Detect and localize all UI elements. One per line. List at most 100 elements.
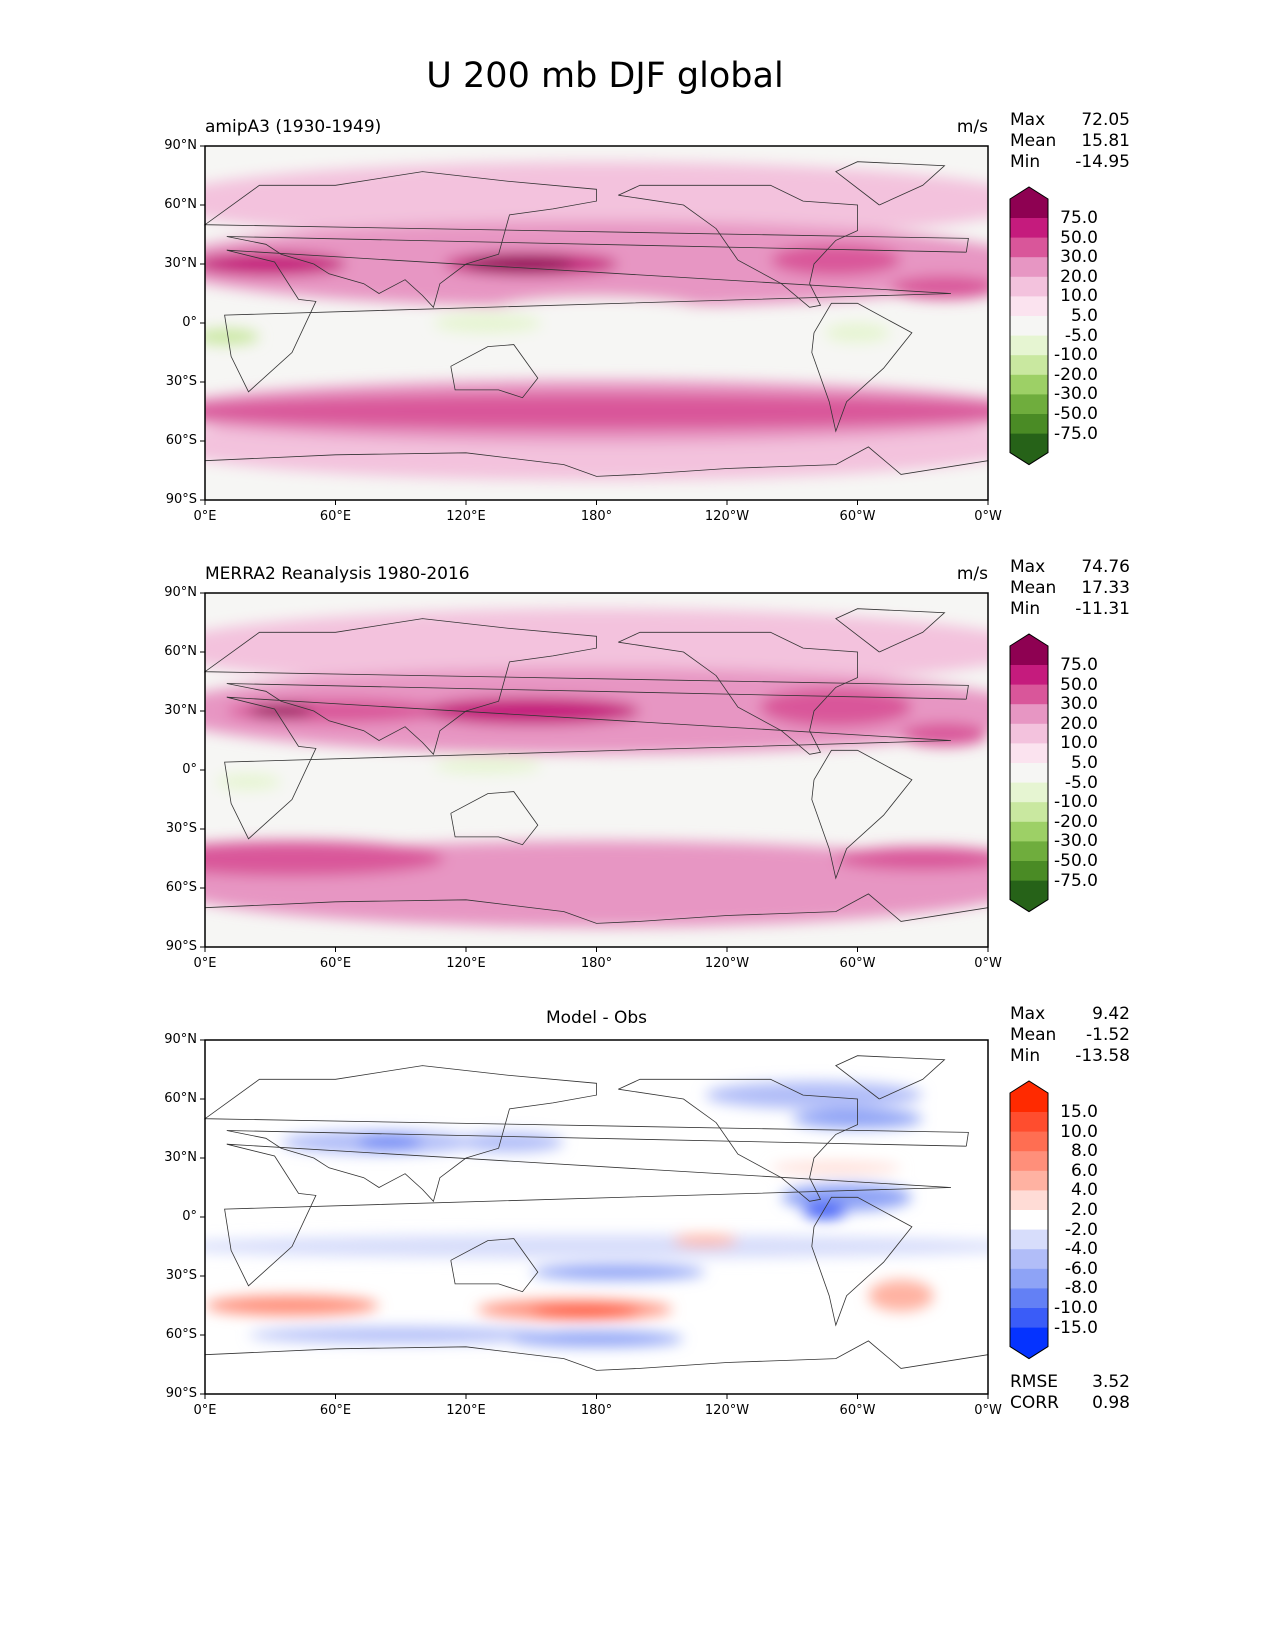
colorbar-tick-label: 20.0 [1060, 713, 1098, 734]
colorbar-band [1010, 276, 1048, 297]
stat-value: -11.31 [1075, 599, 1130, 619]
panel-title: MERRA2 Reanalysis 1980-2016 [205, 564, 470, 584]
colorbar-band [1010, 763, 1048, 784]
colorbar-band [1010, 335, 1048, 356]
coastlines [203, 161, 989, 477]
stat-label: Max [1010, 1004, 1046, 1024]
contour-region [205, 393, 988, 430]
contour-region [770, 244, 901, 276]
map-panel-2 [200, 592, 989, 952]
colorbar-tick-label: -15.0 [1054, 1317, 1098, 1338]
lat-tick-label: 0° [182, 1209, 197, 1224]
lat-tick-label: 30°N [164, 1150, 197, 1165]
colorbar-tick-label: -4.0 [1064, 1239, 1098, 1260]
contour-region [824, 323, 891, 343]
lon-tick-label: 60°W [839, 509, 876, 524]
stat-value: 9.42 [1092, 1004, 1130, 1024]
contour-region [357, 1136, 423, 1149]
coastline [811, 749, 913, 880]
stat-value: 72.05 [1081, 110, 1130, 130]
lat-tick-label: 0° [182, 315, 197, 330]
colorbar-band [1010, 296, 1048, 317]
lon-tick-label: 60°E [319, 1403, 352, 1418]
colorbar-tick-label: 8.0 [1070, 1141, 1098, 1162]
coastline [203, 171, 969, 309]
colorbar [1009, 186, 1049, 466]
colorbar-tick-label: 75.0 [1060, 655, 1098, 675]
stat-label: Mean [1010, 1025, 1057, 1045]
stat-value: -1.52 [1086, 1025, 1130, 1045]
lat-tick-label: 30°S [165, 821, 197, 836]
contour-region [205, 328, 260, 345]
colorbar-band [1010, 316, 1048, 337]
contour-region [770, 1161, 901, 1174]
stat-value: 74.76 [1081, 557, 1130, 577]
lat-tick-label: 90°N [164, 585, 197, 600]
map-panel-3 [200, 1039, 989, 1399]
lat-tick-label: 60°S [165, 433, 197, 448]
colorbar-band [1010, 1268, 1048, 1289]
colorbar-tick-label: -30.0 [1054, 831, 1098, 852]
colorbar-band [1010, 1112, 1048, 1133]
lat-tick-label: 90°N [164, 1032, 197, 1047]
contour-region [759, 687, 912, 727]
colorbar-band [1010, 782, 1048, 803]
lon-tick-label: 180° [580, 509, 613, 524]
lat-tick-label: 30°N [164, 703, 197, 718]
contour-region [803, 1203, 847, 1219]
colorbar-band [1010, 1151, 1048, 1172]
panel-title: amipA3 (1930-1949) [205, 117, 382, 137]
colorbar-tick-label: -10.0 [1054, 792, 1098, 813]
colorbar-tick-label: 4.0 [1070, 1180, 1098, 1201]
coastline [203, 618, 969, 756]
colorbar-band [1010, 684, 1048, 705]
contour-region [509, 1331, 684, 1347]
colorbar-tick-label: -75.0 [1054, 423, 1098, 444]
stat-value: -14.95 [1075, 152, 1130, 172]
lon-tick-label: 120°W [704, 956, 750, 971]
colorbar-band [1010, 414, 1048, 435]
lat-tick-label: 60°N [164, 197, 197, 212]
stat-label: Max [1010, 557, 1046, 577]
colorbar-tick-label: 10.0 [1060, 1121, 1098, 1142]
contour-region [205, 1295, 379, 1316]
stat-label: Min [1010, 1046, 1041, 1066]
stat-value: 17.33 [1081, 578, 1130, 598]
coastline [811, 302, 913, 433]
colorbar-tick-label: 5.0 [1070, 753, 1098, 773]
colorbar-tick-label: 10.0 [1060, 286, 1098, 307]
lon-tick-label: 180° [580, 956, 613, 971]
colorbar-tick-label: 20.0 [1060, 266, 1098, 287]
colorbar-tick-label: 2.0 [1070, 1200, 1098, 1220]
coastline [204, 893, 989, 924]
colorbar-tick-label: 50.0 [1060, 674, 1098, 695]
lon-tick-label: 0°E [193, 509, 217, 524]
colorbar-band [1010, 1190, 1048, 1211]
colorbar-tick-label: -20.0 [1054, 364, 1098, 385]
lat-tick-label: 60°S [165, 880, 197, 895]
contour-region [531, 1305, 640, 1318]
lon-tick-label: 120°W [704, 1403, 750, 1418]
coastline [450, 791, 539, 846]
units-label: m/s [956, 564, 988, 584]
colorbar-extend-max [1010, 187, 1048, 218]
contour-region [672, 1234, 738, 1247]
units-label: m/s [956, 117, 988, 137]
stat-value: -13.58 [1075, 1046, 1130, 1066]
contour-region [433, 758, 543, 774]
stat-label: Mean [1010, 131, 1057, 151]
colorbar-extend-min [1010, 1327, 1048, 1359]
colorbar-tick-label: -2.0 [1064, 1219, 1098, 1240]
contour-region [901, 722, 988, 747]
coastline [224, 249, 952, 393]
lat-tick-label: 90°S [165, 939, 197, 954]
colorbar-band [1010, 743, 1048, 764]
colorbar-band [1010, 802, 1048, 823]
lat-tick-label: 30°S [165, 374, 197, 389]
map-panel-1 [200, 145, 989, 505]
coastline [835, 161, 946, 206]
colorbar-band [1010, 723, 1048, 744]
colorbar-tick-label: 5.0 [1070, 306, 1098, 326]
coastline [224, 1143, 952, 1287]
colorbar-band [1010, 394, 1048, 415]
